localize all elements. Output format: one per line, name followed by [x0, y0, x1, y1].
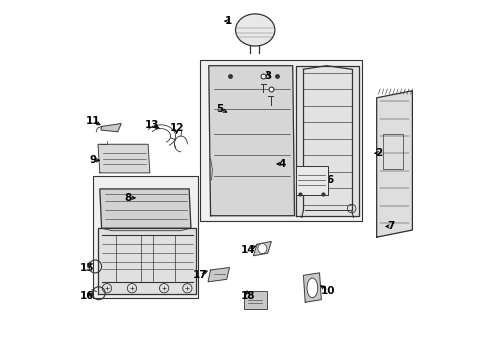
Polygon shape [296, 66, 358, 216]
Text: 11: 11 [85, 116, 100, 126]
Text: 2: 2 [374, 148, 381, 158]
Text: 5: 5 [215, 104, 223, 113]
Text: 15: 15 [79, 262, 94, 273]
Bar [200, 60, 362, 221]
Polygon shape [376, 91, 411, 237]
Ellipse shape [257, 244, 266, 253]
Bar [382, 134, 402, 169]
Text: 9: 9 [89, 156, 96, 165]
Text: 12: 12 [169, 123, 183, 133]
Polygon shape [207, 267, 229, 282]
Text: 4: 4 [278, 159, 285, 169]
Ellipse shape [306, 278, 317, 298]
Text: 13: 13 [144, 120, 159, 130]
Polygon shape [98, 144, 149, 173]
Polygon shape [98, 228, 196, 294]
Polygon shape [101, 123, 121, 132]
Text: 17: 17 [192, 270, 207, 280]
Text: 18: 18 [240, 291, 255, 301]
Bar [244, 291, 266, 309]
Ellipse shape [235, 14, 274, 46]
Text: 16: 16 [79, 291, 94, 301]
Polygon shape [100, 189, 190, 228]
Text: 3: 3 [264, 71, 271, 81]
Text: 10: 10 [321, 286, 335, 296]
Polygon shape [253, 242, 271, 256]
Text: 8: 8 [124, 193, 132, 203]
Bar [93, 176, 198, 298]
Bar [295, 166, 327, 195]
Polygon shape [208, 66, 294, 216]
Polygon shape [303, 273, 321, 302]
Text: 1: 1 [224, 16, 232, 26]
Text: 6: 6 [326, 175, 333, 185]
Text: 14: 14 [240, 245, 255, 255]
Text: 7: 7 [386, 221, 394, 231]
